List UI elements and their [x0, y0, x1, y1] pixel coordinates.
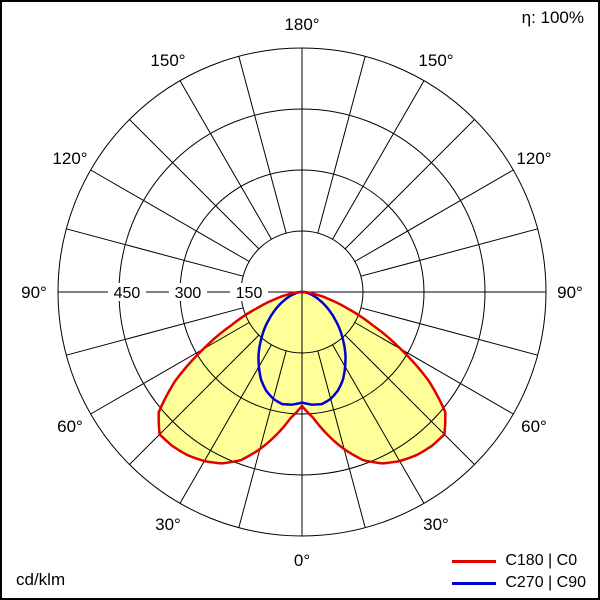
radial-tick-label: 150: [236, 285, 263, 302]
grid-radial-line: [66, 228, 244, 277]
angle-label: 180°: [284, 15, 319, 34]
grid-radial-line: [332, 344, 425, 504]
legend-line-red-icon: [452, 559, 497, 563]
radial-tick-label: 300: [175, 285, 202, 302]
angle-label: 30°: [423, 515, 449, 534]
grid-radial-line: [317, 350, 366, 528]
legend-label-c0: C180 | C0: [505, 552, 578, 569]
tick-label-bg: [168, 283, 207, 301]
grid-radial-line: [354, 322, 514, 415]
angle-label: 60°: [57, 417, 83, 436]
angle-label: 120°: [516, 149, 551, 168]
angle-label: 120°: [52, 149, 87, 168]
grid-radial-line: [238, 56, 287, 234]
angle-label: 60°: [521, 417, 547, 436]
grid-radial-line: [238, 350, 287, 528]
angle-label: 0°: [294, 551, 310, 570]
grid-radial-line: [179, 80, 272, 240]
legend: C180 | C0 C270 | C90: [452, 552, 586, 592]
radial-tick-label: 450: [114, 285, 141, 302]
grid-radial-line: [360, 228, 538, 277]
grid-radial-line: [332, 80, 425, 240]
grid-radial-line: [66, 307, 244, 356]
grid-radial-line: [344, 119, 475, 250]
angle-label: 150°: [418, 51, 453, 70]
grid-radial-line: [360, 307, 538, 356]
angle-label: 90°: [21, 283, 47, 302]
grid-radial-line: [317, 56, 366, 234]
legend-item-c0: C180 | C0: [452, 552, 586, 570]
legend-item-c90: C270 | C90: [452, 574, 586, 592]
angle-label: 150°: [150, 51, 185, 70]
grid-radial-line: [129, 334, 260, 465]
grid-radial-line: [179, 344, 272, 504]
unit-label: cd/klm: [16, 570, 66, 589]
grid-radial-line: [354, 169, 514, 262]
efficiency-value: η: 100%: [521, 8, 584, 27]
legend-label-c90: C270 | C90: [505, 574, 586, 591]
tick-label-bg: [229, 283, 268, 301]
angle-label: 90°: [557, 283, 583, 302]
series-curve-0: [157, 290, 447, 465]
legend-line-blue-icon: [452, 581, 497, 585]
grid-radial-line: [90, 169, 250, 262]
tick-label-bg: [107, 283, 146, 301]
grid-radial-line: [129, 119, 260, 250]
series-curve-1: [257, 290, 347, 406]
grid-radial-line: [344, 334, 475, 465]
grid-radial-line: [90, 322, 250, 415]
angle-label: 30°: [155, 515, 181, 534]
